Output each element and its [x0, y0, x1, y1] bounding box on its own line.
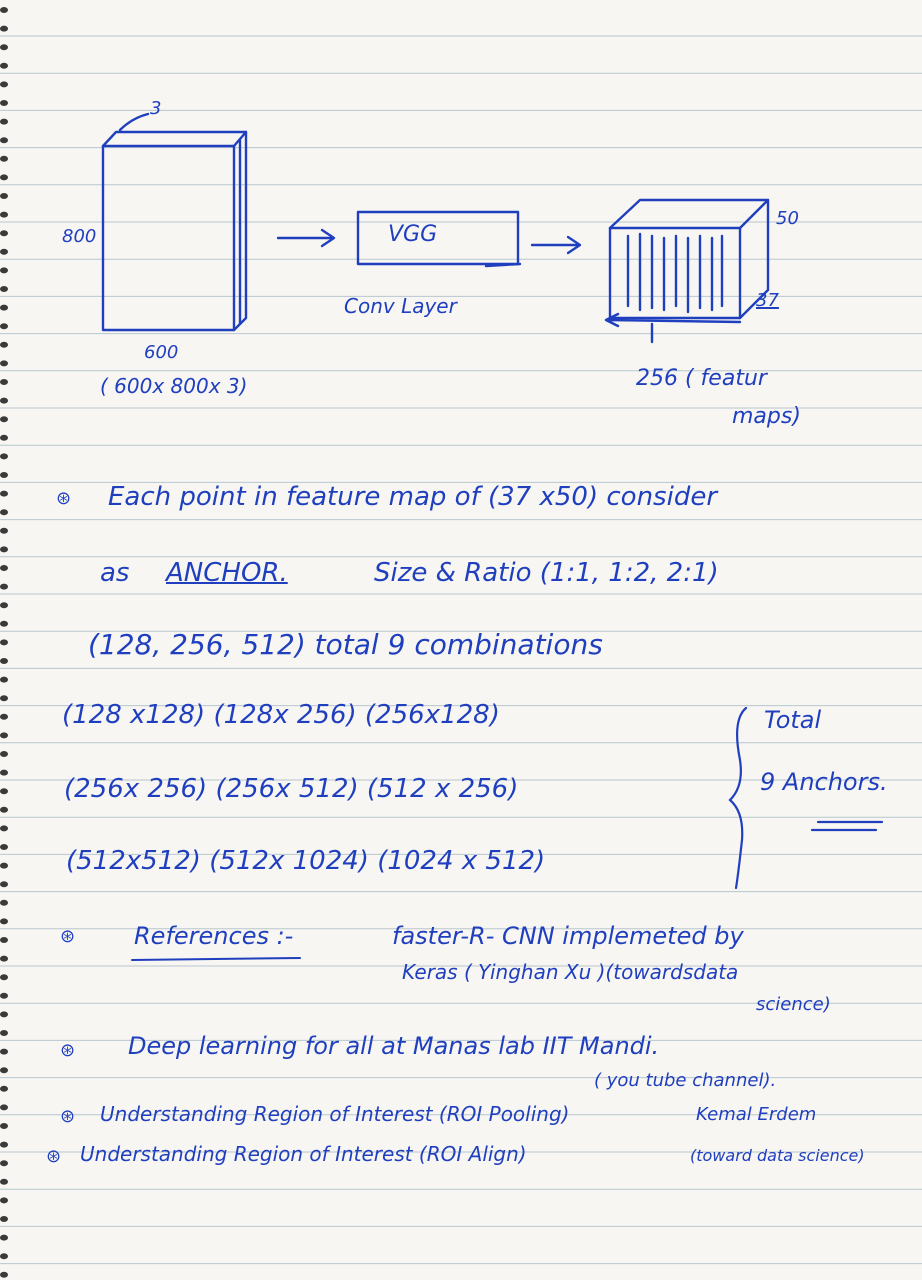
input-image-box: [101, 130, 248, 332]
note-line-1: Each point in feature map of (37 x50) co…: [108, 482, 718, 512]
reference-1-line-3: science): [756, 994, 831, 1015]
input-width-label: 600: [144, 342, 179, 363]
fmap-channels-label-2: maps): [732, 404, 801, 429]
input-depth-label: 3: [150, 98, 162, 119]
note-line-2-a: as: [100, 558, 130, 588]
reference-4-source: (toward data science): [690, 1146, 865, 1165]
conv-layer-label: Conv Layer: [344, 294, 457, 318]
anchor-word: ANCHOR.: [166, 558, 288, 588]
reference-3: Understanding Region of Interest (ROI Po…: [100, 1102, 570, 1126]
width-marker: [604, 312, 742, 344]
anchor-row-1: (128 x128) (128x 256) (256x128): [62, 700, 500, 730]
vgg-label: VGG: [388, 222, 438, 247]
anchor-row-3: (512x512) (512x 1024) (1024 x 512): [66, 846, 546, 876]
total-label: Total: [764, 706, 822, 734]
feature-map-cube: [608, 198, 770, 320]
input-size-label: ( 600x 800x 3): [100, 374, 248, 398]
note-line-3: (128, 256, 512) total 9 combinations: [88, 628, 603, 661]
note-line-2-b: Size & Ratio (1:1, 1:2, 2:1): [374, 558, 719, 588]
reference-2-line-1: Deep learning for all at Manas lab IIT M…: [128, 1032, 660, 1060]
arrow-to-feature-map: [530, 235, 582, 255]
reference-4: Understanding Region of Interest (ROI Al…: [80, 1142, 527, 1166]
arrow-to-vgg: [276, 228, 336, 248]
fmap-channels-label-1: 256 ( featur: [636, 366, 767, 391]
bullet-icon: ⊛: [46, 1146, 62, 1167]
input-height-label: 800: [62, 226, 97, 247]
network-diagram: [101, 112, 770, 344]
fmap-depth-label: 50: [776, 208, 799, 229]
bullet-icon: ⊛: [60, 926, 76, 947]
bullet-icon: ⊛: [60, 1040, 76, 1061]
vgg-box: [356, 210, 522, 268]
depth-pointer: [118, 112, 150, 132]
bullet-icon: ⊛: [60, 1106, 76, 1127]
reference-1-line-1: faster-R- CNN implemeted by: [392, 922, 744, 950]
fmap-height-label: 37: [756, 290, 779, 311]
reference-2-line-2: ( you tube channel).: [594, 1070, 777, 1091]
reference-1-line-2: Keras ( Yinghan Xu )(towardsdata: [402, 960, 739, 984]
anchor-row-2: (256x 256) (256x 512) (512 x 256): [64, 774, 519, 804]
bullet-icon: ⊛: [56, 488, 72, 509]
reference-3-author: Kemal Erdem: [696, 1104, 817, 1125]
total-anchors-label: 9 Anchors.: [760, 768, 888, 796]
references-label: References :-: [134, 922, 294, 950]
